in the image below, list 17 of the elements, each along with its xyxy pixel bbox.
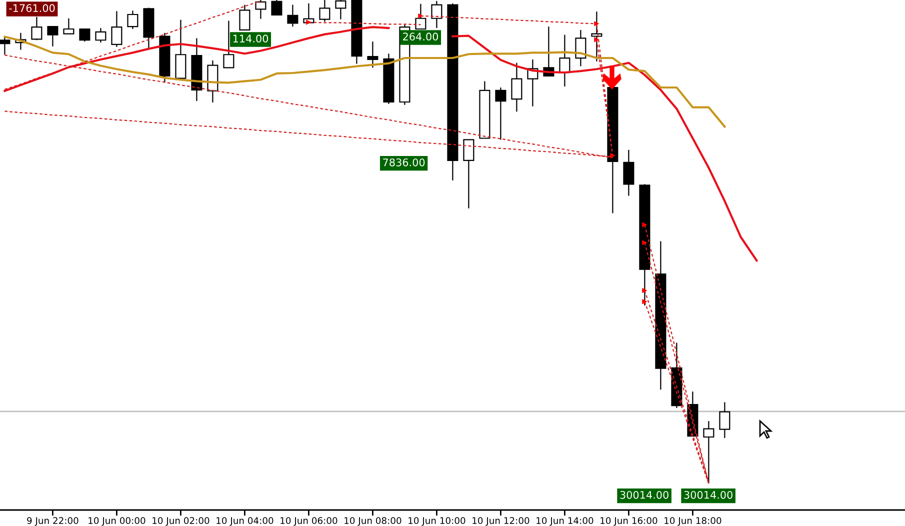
annotation: -1761.00 <box>9 4 55 12</box>
x-tick-label: 10 Jun 02:00 <box>152 517 210 526</box>
x-tick-label: 10 Jun 00:00 <box>88 517 146 526</box>
x-tick-label: 10 Jun 08:00 <box>344 517 402 526</box>
annotation: 264.00 <box>403 32 438 41</box>
annotation: 7836.00 <box>383 158 425 166</box>
x-tick-label: 10 Jun 14:00 <box>536 517 594 526</box>
x-tick-label: 9 Jun 22:00 <box>27 517 78 526</box>
text: 30014.00 <box>684 490 732 499</box>
x-tick-label: 10 Jun 04:00 <box>216 517 274 526</box>
text: 30014.00 <box>620 490 668 499</box>
x-tick-label: 10 Jun 16:00 <box>600 517 658 526</box>
annotation: 114.00 <box>233 34 268 43</box>
x-tick-label: 10 Jun 10:00 <box>408 517 466 526</box>
x-tick-label: 10 Jun 06:00 <box>280 517 338 526</box>
x-tick-label: 10 Jun 12:00 <box>472 517 530 526</box>
x-tick-label: 10 Jun 18:00 <box>664 517 722 526</box>
